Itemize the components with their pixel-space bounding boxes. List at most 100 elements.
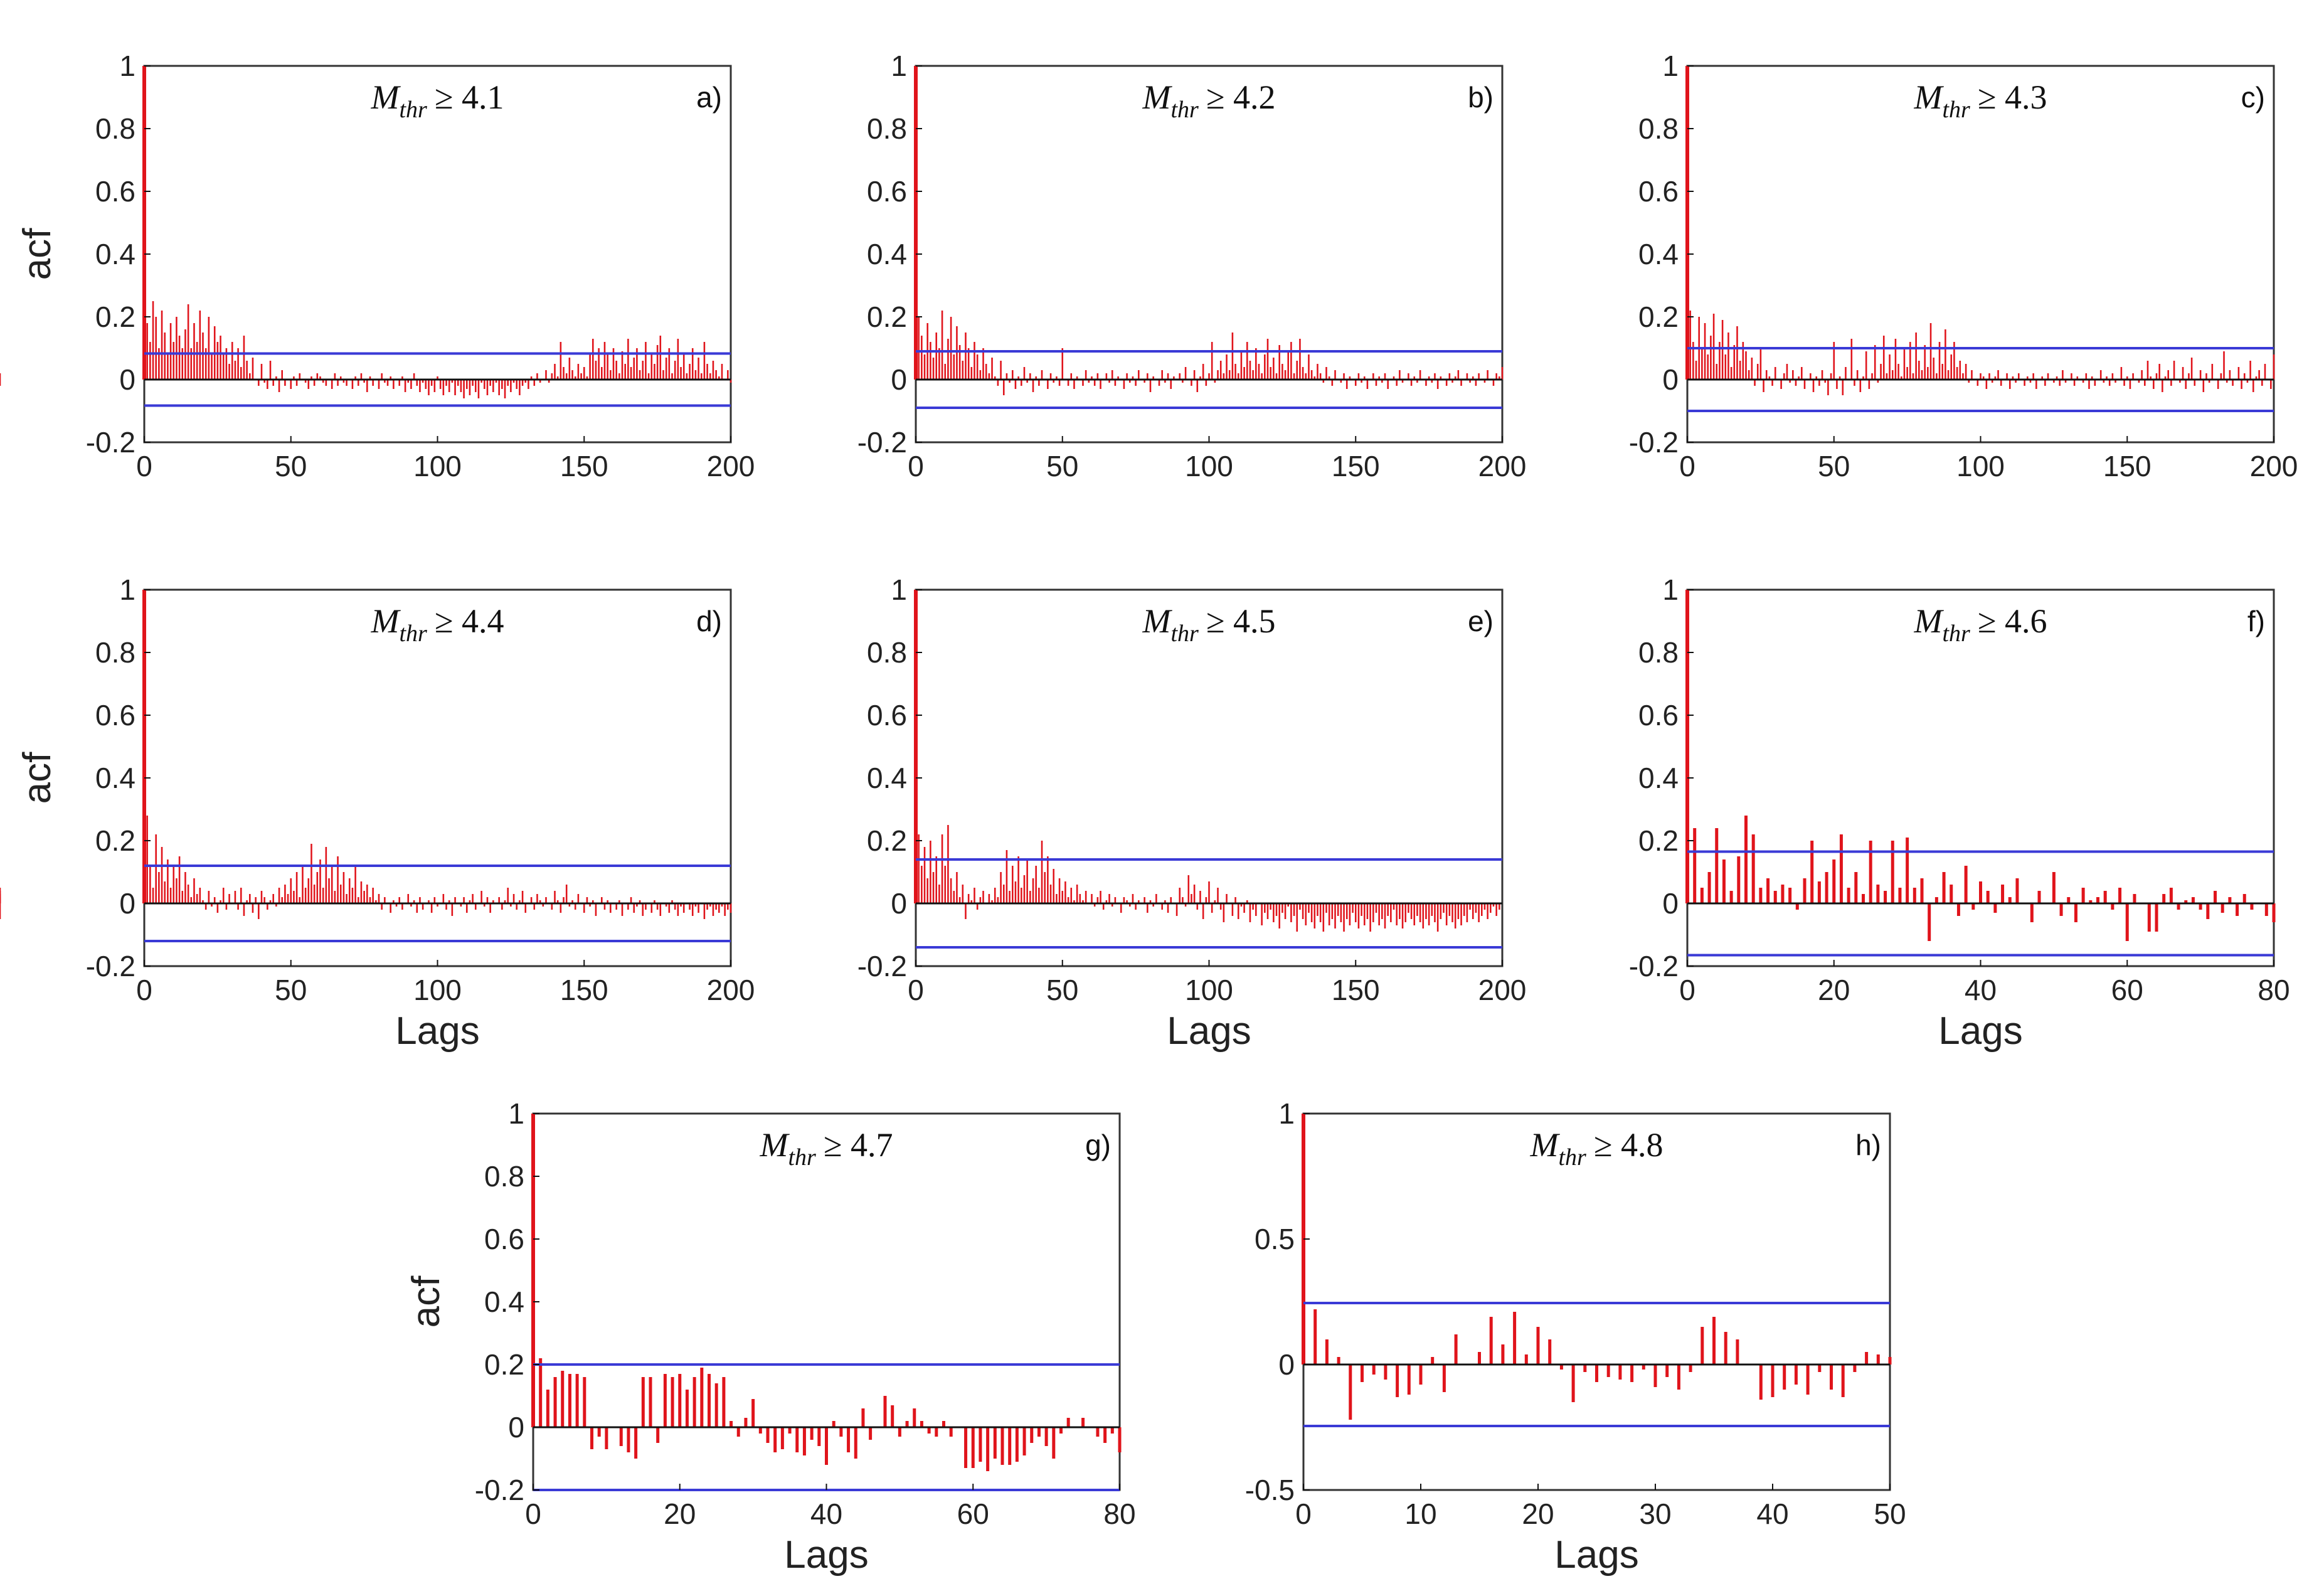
y-tick-label: 0 <box>119 363 135 396</box>
y-tick-label: -0.2 <box>857 426 907 459</box>
y-tick-label: 0.6 <box>867 699 907 732</box>
panel-title: Mthr ≥ 4.5 <box>1142 602 1276 647</box>
y-tick-label: 0.6 <box>1638 175 1679 208</box>
x-tick-label: 80 <box>2258 974 2290 1006</box>
y-tick-label: 0.8 <box>1638 636 1679 669</box>
y-tick-label: -0.2 <box>1629 950 1679 982</box>
title-subscript: thr <box>788 1144 816 1171</box>
x-tick-label: 100 <box>1185 450 1233 482</box>
x-tick-label: 0 <box>136 450 152 482</box>
y-tick-label: 1 <box>891 50 907 82</box>
x-tick-label: 200 <box>707 974 755 1006</box>
title-subscript: thr <box>1942 97 1970 123</box>
panel-letter: c) <box>2241 81 2265 114</box>
panel-title: Mthr ≥ 4.2 <box>1142 78 1276 123</box>
y-tick-label: 0.2 <box>867 301 907 333</box>
title-symbol: M <box>1142 602 1173 640</box>
y-tick-label: -0.5 <box>1245 1474 1295 1506</box>
title-symbol: M <box>371 78 401 116</box>
x-tick-label: 10 <box>1404 1498 1436 1530</box>
title-threshold: ≥ 4.2 <box>1206 78 1276 116</box>
plot-frame <box>143 65 732 444</box>
title-symbol: M <box>371 602 401 640</box>
y-tick-label: 0.2 <box>1638 824 1679 857</box>
y-tick-label: 0.6 <box>484 1223 524 1255</box>
panel-title: Mthr ≥ 4.4 <box>371 602 504 647</box>
x-tick-label: 0 <box>1679 450 1695 482</box>
x-tick-label: 0 <box>908 974 924 1006</box>
y-tick-label: 0.8 <box>867 112 907 145</box>
x-tick-label: 50 <box>1046 450 1078 482</box>
panel-letter: d) <box>696 605 722 637</box>
y-tick-label: -0.2 <box>86 426 135 459</box>
x-tick-label: 100 <box>1956 450 2005 482</box>
x-tick-label: 80 <box>1103 1498 1135 1530</box>
title-subscript: thr <box>399 620 427 647</box>
panel-letter: e) <box>1468 605 1494 637</box>
y-tick-label: -0.2 <box>857 950 907 982</box>
y-tick-label: 0 <box>1662 363 1679 396</box>
x-axis-label: Lags <box>784 1533 868 1577</box>
x-axis-label: Lags <box>1167 1009 1251 1053</box>
y-tick-label: 0 <box>1278 1348 1295 1381</box>
x-tick-label: 50 <box>275 450 307 482</box>
x-tick-label: 150 <box>2103 450 2152 482</box>
y-axis-label: acf <box>405 1275 448 1327</box>
panel-title: Mthr ≥ 4.6 <box>1914 602 2047 647</box>
title-threshold: ≥ 4.1 <box>435 78 504 116</box>
y-tick-label: 0.5 <box>1255 1223 1295 1255</box>
y-tick-label: 0.2 <box>484 1348 524 1381</box>
title-threshold: ≥ 4.4 <box>435 602 504 640</box>
y-tick-label: -0.2 <box>475 1474 524 1506</box>
x-tick-label: 100 <box>413 450 462 482</box>
x-tick-label: 20 <box>664 1498 696 1530</box>
y-tick-label: 0.6 <box>95 175 135 208</box>
x-tick-label: 40 <box>810 1498 842 1530</box>
x-tick-label: 200 <box>1478 974 1527 1006</box>
title-symbol: M <box>1530 1126 1561 1164</box>
x-tick-label: 60 <box>957 1498 989 1530</box>
x-tick-label: 50 <box>1046 974 1078 1006</box>
title-subscript: thr <box>1170 620 1199 647</box>
x-tick-label: 0 <box>136 974 152 1006</box>
y-tick-label: 0.8 <box>1638 112 1679 145</box>
y-tick-label: 1 <box>119 573 135 606</box>
y-axis-label: acf <box>16 752 59 804</box>
title-symbol: M <box>1142 78 1173 116</box>
x-tick-label: 150 <box>1332 974 1380 1006</box>
x-tick-label: 200 <box>2250 450 2298 482</box>
x-tick-label: 0 <box>908 450 924 482</box>
y-tick-label: 0.6 <box>95 699 135 732</box>
x-tick-label: 50 <box>275 974 307 1006</box>
y-tick-label: 0.4 <box>484 1285 524 1318</box>
y-tick-label: 0.8 <box>867 636 907 669</box>
panel-title: Mthr ≥ 4.3 <box>1914 78 2047 123</box>
x-tick-label: 50 <box>1818 450 1850 482</box>
y-tick-label: 0.2 <box>95 301 135 333</box>
y-tick-label: 1 <box>119 50 135 82</box>
x-axis-label: Lags <box>1554 1533 1638 1577</box>
panel-letter: b) <box>1468 81 1494 114</box>
y-axis-label: acf <box>16 228 59 280</box>
title-subscript: thr <box>399 97 427 123</box>
y-tick-label: 0.6 <box>1638 699 1679 732</box>
y-tick-label: 0.4 <box>867 238 907 270</box>
y-tick-label: 0.4 <box>867 762 907 794</box>
panel-letter: h) <box>1855 1129 1881 1161</box>
title-threshold: ≥ 4.8 <box>1594 1126 1663 1164</box>
x-axis-label: Lags <box>395 1009 479 1053</box>
title-threshold: ≥ 4.3 <box>1978 78 2047 116</box>
y-tick-label: 0.2 <box>867 824 907 857</box>
panel-letter: a) <box>696 81 722 114</box>
y-tick-label: 0 <box>508 1411 524 1444</box>
y-tick-label: 0.6 <box>867 175 907 208</box>
y-tick-label: 1 <box>1278 1097 1295 1130</box>
panel-title: Mthr ≥ 4.7 <box>760 1126 893 1171</box>
y-tick-label: 0.4 <box>1638 238 1679 270</box>
y-tick-label: 0.4 <box>95 762 135 794</box>
x-tick-label: 20 <box>1818 974 1850 1006</box>
